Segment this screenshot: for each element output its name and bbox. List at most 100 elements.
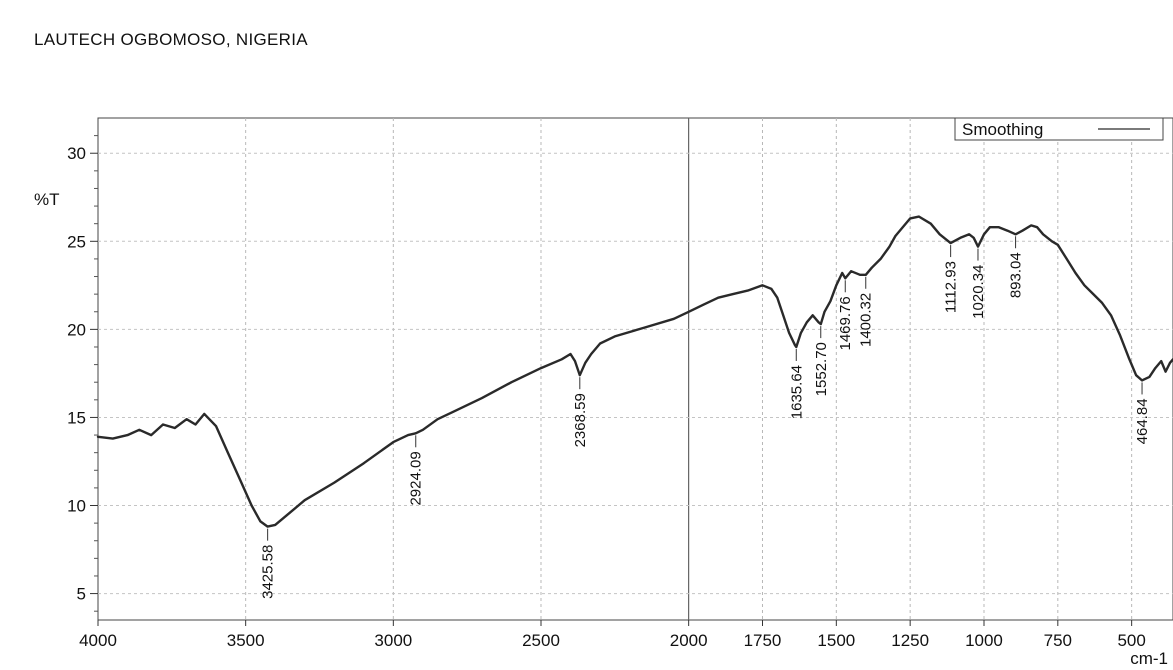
data-point [540,367,542,369]
data-point [138,428,141,431]
data-point [717,296,720,299]
data-point [1056,243,1059,246]
data-point [599,342,601,345]
x-tick-label: 3000 [374,631,412,650]
data-point [643,326,646,329]
data-point [938,233,941,236]
data-point [1074,272,1077,274]
data-point [1110,314,1112,317]
data-point [817,321,820,324]
data-point [1135,374,1137,377]
data-point [870,266,873,269]
data-point [977,245,979,248]
data-point [436,418,439,421]
data-point [795,346,798,348]
data-point [894,235,897,237]
data-point [770,288,773,290]
y-tick-label: 25 [67,232,86,251]
data-point [888,245,891,248]
data-point [1036,226,1038,229]
data-point [673,317,675,320]
data-point [451,411,454,414]
data-point [333,481,336,484]
data-point [407,434,409,436]
data-point [909,217,912,220]
data-point [788,332,790,334]
x-tick-label: 500 [1117,631,1145,650]
data-point [835,284,838,287]
data-point [829,300,832,303]
peak-label: 1552.70 [813,342,830,396]
data-point [746,289,749,292]
data-point [702,303,705,306]
data-point [929,222,932,225]
data-point [215,425,218,428]
peak-label: 3425.58 [260,545,277,599]
data-point [1127,356,1130,359]
peak-annotations: 3425.58 2924.09 2368.59 1635.64 1552.70 1469.… [260,236,1151,599]
peak-label: 1400.32 [858,293,875,347]
data-point [687,310,690,313]
data-point [1141,379,1143,382]
data-point [972,236,975,239]
data-point [1148,376,1151,378]
peak-label: 1635.64 [788,365,805,419]
data-point [844,277,847,280]
data-point [578,374,581,377]
data-point [289,511,291,514]
data-point [1021,229,1024,232]
data-point [823,310,826,313]
x-tick-label: 2500 [522,631,560,650]
legend-box [954,117,1164,141]
data-point [1118,333,1121,336]
data-point [811,314,814,317]
data-point [185,418,188,421]
data-point [959,236,962,239]
data-point [732,293,734,295]
peak-label: 893.04 [1008,252,1025,298]
peak-label: 1112.93 [943,261,960,313]
y-axis-label: %T [34,190,60,209]
data-point [989,226,991,229]
data-point [968,233,971,236]
y-tick-label: 30 [67,144,86,163]
data-point [1042,233,1044,236]
data-point [1169,361,1171,364]
data-point [983,233,985,236]
data-point [879,258,882,260]
data-point [1030,224,1033,227]
legend-entry-label: Smoothing [962,120,1043,139]
y-tick-label: 10 [67,497,86,516]
data-point [800,332,802,334]
data-point [864,273,867,276]
x-tick-label: 1000 [965,631,1003,650]
data-point [776,296,779,299]
data-point [590,353,593,355]
series-layer [96,215,1173,528]
data-point [819,323,822,325]
data-point [97,435,99,438]
data-point [584,361,587,364]
data-point [613,335,616,338]
data-point [250,504,253,507]
x-tick-label: 3500 [227,631,265,650]
data-point [794,344,796,347]
data-point [1164,370,1167,373]
data-point [918,215,920,218]
x-tick-label: 4000 [79,631,117,650]
plot-frame [97,117,1173,621]
peak-label: 2924.09 [408,451,425,505]
data-point [162,423,164,426]
x-axis-unit: cm-1 [1130,649,1168,668]
data-point [903,224,906,227]
data-point [1083,284,1086,287]
data-point [850,270,852,273]
peak-label: 464.84 [1134,398,1151,444]
y-tick-label: 20 [67,320,86,339]
data-point [560,358,563,361]
data-point [266,525,269,528]
x-tick-label: 1500 [817,631,855,650]
data-point [227,451,229,454]
data-point [414,432,417,435]
